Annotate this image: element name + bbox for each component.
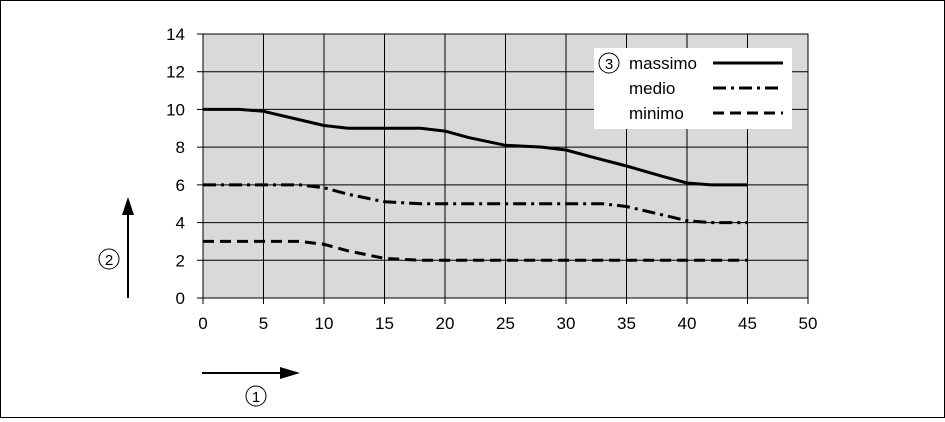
y-axis-label: 2: [105, 252, 113, 269]
x-tick-label: 25: [496, 314, 515, 333]
x-tick-label: 5: [259, 314, 268, 333]
legend-label-medio: medio: [629, 79, 675, 98]
x-axis-label: 1: [252, 389, 260, 406]
series-line-minimo: [203, 239, 748, 262]
series-line-medio: [203, 183, 748, 225]
x-axis-arrow-head: [280, 367, 300, 379]
legend-label-minimo: minimo: [629, 104, 684, 123]
series-line-massimo: [203, 107, 748, 187]
legend-marker-circle: [598, 52, 620, 74]
y-axis-label-circle: [98, 248, 120, 270]
y-tick-label: 6: [176, 176, 185, 195]
x-axis-label-circle: [245, 385, 267, 407]
x-tick-label: 45: [738, 314, 757, 333]
y-tick-label: 8: [176, 138, 185, 157]
y-tick-label: 0: [176, 289, 185, 308]
x-tick-label: 50: [799, 314, 818, 333]
y-tick-label: 2: [176, 251, 185, 270]
x-tick-label: 35: [617, 314, 636, 333]
x-tick-label: 0: [198, 314, 207, 333]
y-axis-arrow-head: [122, 197, 134, 215]
x-tick-label: 30: [557, 314, 576, 333]
legend-marker-label: 3: [605, 56, 613, 73]
x-tick-label: 20: [436, 314, 455, 333]
x-tick-label: 40: [678, 314, 697, 333]
x-tick-label: 15: [375, 314, 394, 333]
y-tick-label: 14: [166, 25, 185, 44]
x-tick-label: 10: [315, 314, 334, 333]
y-tick-label: 4: [176, 214, 185, 233]
legend-label-massimo: massimo: [629, 54, 697, 73]
y-tick-label: 10: [166, 100, 185, 119]
y-tick-label: 12: [166, 63, 185, 82]
